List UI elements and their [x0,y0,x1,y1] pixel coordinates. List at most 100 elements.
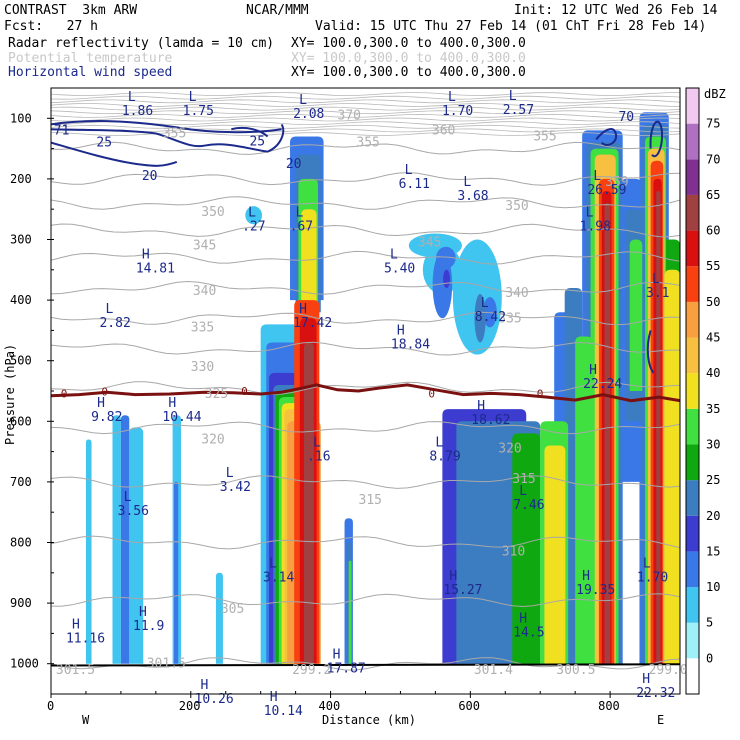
wind-contour-line [649,120,663,158]
reflectivity-blob [474,294,486,343]
extremum-value: 3.1 [646,286,669,301]
reflectivity-cell [215,572,223,664]
theta-contour-line [51,141,680,155]
extremum-value: 17.87 [327,662,366,677]
extremum-value: 3.56 [118,504,149,519]
extremum-value: 8.42 [475,310,506,325]
extremum-marker: L [189,90,197,105]
colorbar-tick-label: 55 [706,259,720,273]
x-tick-label: 600 [458,699,480,713]
wind-contour-label: 20 [142,169,158,184]
extremum-marker: H [582,569,590,584]
extremum-marker: L [509,89,517,104]
colorbar-tick-label: 45 [706,331,720,345]
reflectivity-cell [303,342,314,664]
theta-label: 310 [502,545,525,560]
init-time: Init: 12 UTC Wed 26 Feb 14 [514,3,718,18]
wind-contour-line [51,141,178,167]
reflectivity-blob [245,206,263,225]
theta-contour-line [51,128,680,133]
wind-contour-line [51,120,282,134]
field-wind-xy: XY= 100.0,300.0 to 400.0,300.0 [291,65,526,80]
extremum-value: 11.9 [133,619,164,634]
extremum-value: 15.27 [443,583,482,598]
field-theta-xy: XY= 100.0,300.0 to 400.0,300.0 [291,51,526,66]
extremum-value: 9.82 [91,410,122,425]
reflectivity-blob [482,297,497,328]
extremum-marker: H [270,690,278,705]
extremum-value: 14.81 [136,262,175,277]
forecast-hour: Fcst: 27 h [4,19,98,34]
colorbar-tick-label: 60 [706,224,720,238]
y-tick-label: 300 [10,233,32,247]
zero-isotherm-label: 0 [241,385,248,398]
theta-contour-line [51,341,680,356]
theta-label: 350 [201,205,224,220]
theta-label: 335 [191,320,214,335]
reflectivity-cell [629,239,643,391]
extremum-value: 1.70 [637,571,668,586]
reflectivity-cell [604,203,611,664]
extremum-marker: L [296,205,304,220]
theta-label: 360 [432,123,455,138]
extremum-marker: L [652,272,660,287]
extremum-value: 1.86 [122,104,153,119]
extremum-marker: H [449,569,457,584]
reflectivity-blob [443,269,451,288]
extremum-value: 3.14 [263,571,294,586]
extremum-value: 19.35 [576,583,615,598]
extremum-marker: H [642,672,650,687]
theta-contour-line [51,92,680,97]
colorbar-tick-label: 75 [706,117,720,131]
extremum-value: 11.16 [66,631,105,646]
colorbar-tick-label: 5 [706,616,713,630]
colorbar-unit: dBZ [704,87,726,101]
colorbar-swatch [686,515,699,552]
extremum-marker: H [139,605,147,620]
theta-label: 301.5 [147,657,186,672]
colorbar-tick-label: 30 [706,437,720,451]
colorbar-swatch [686,622,699,659]
y-tick-label: 200 [10,172,32,186]
theta-contour-line [51,113,680,118]
theta-label: 330 [191,360,214,375]
extremum-value: 10.14 [264,704,303,719]
reflectivity-cell [664,269,680,664]
extremum-value: 7.46 [513,498,544,513]
colorbar-tick-label: 0 [706,651,713,665]
extremum-marker: L [299,93,307,108]
x-end-label-west: W [82,713,90,727]
org-label: NCAR/MMM [246,3,309,18]
colorbar-swatch [686,230,699,267]
theta-label: 301.5 [56,663,95,678]
wind-contours-layer [51,120,663,374]
theta-label: 345 [193,239,216,254]
reflectivity-cell [575,336,593,664]
wind-contour-label: 70 [618,110,634,125]
extremum-marker: H [477,399,485,414]
wind-contour-line [595,127,618,146]
extremum-value: 1.75 [183,104,214,119]
extremum-marker: H [589,363,597,378]
field-wind-name: Horizontal wind speed [8,65,173,80]
theta-label: 299.0 [649,663,688,678]
extremum-marker: H [142,248,150,263]
extremum-marker: L [519,484,527,499]
theta-label: 350 [505,199,528,214]
extremum-marker: H [97,396,105,411]
extremum-marker: L [448,90,456,105]
extremum-value: 17.42 [293,316,332,331]
extremum-marker: L [586,205,594,220]
theta-label: 355 [356,136,379,151]
extremum-value: 2.08 [293,107,324,122]
reflectivity-cell [120,415,130,664]
x-axis-label: Distance (km) [322,713,416,727]
theta-contour-line [51,535,680,550]
wind-contour-label: 20 [286,157,302,172]
extremum-marker: L [390,248,398,263]
model-title: CONTRAST 3km ARW [4,3,138,18]
theta-contour-line [51,381,680,395]
